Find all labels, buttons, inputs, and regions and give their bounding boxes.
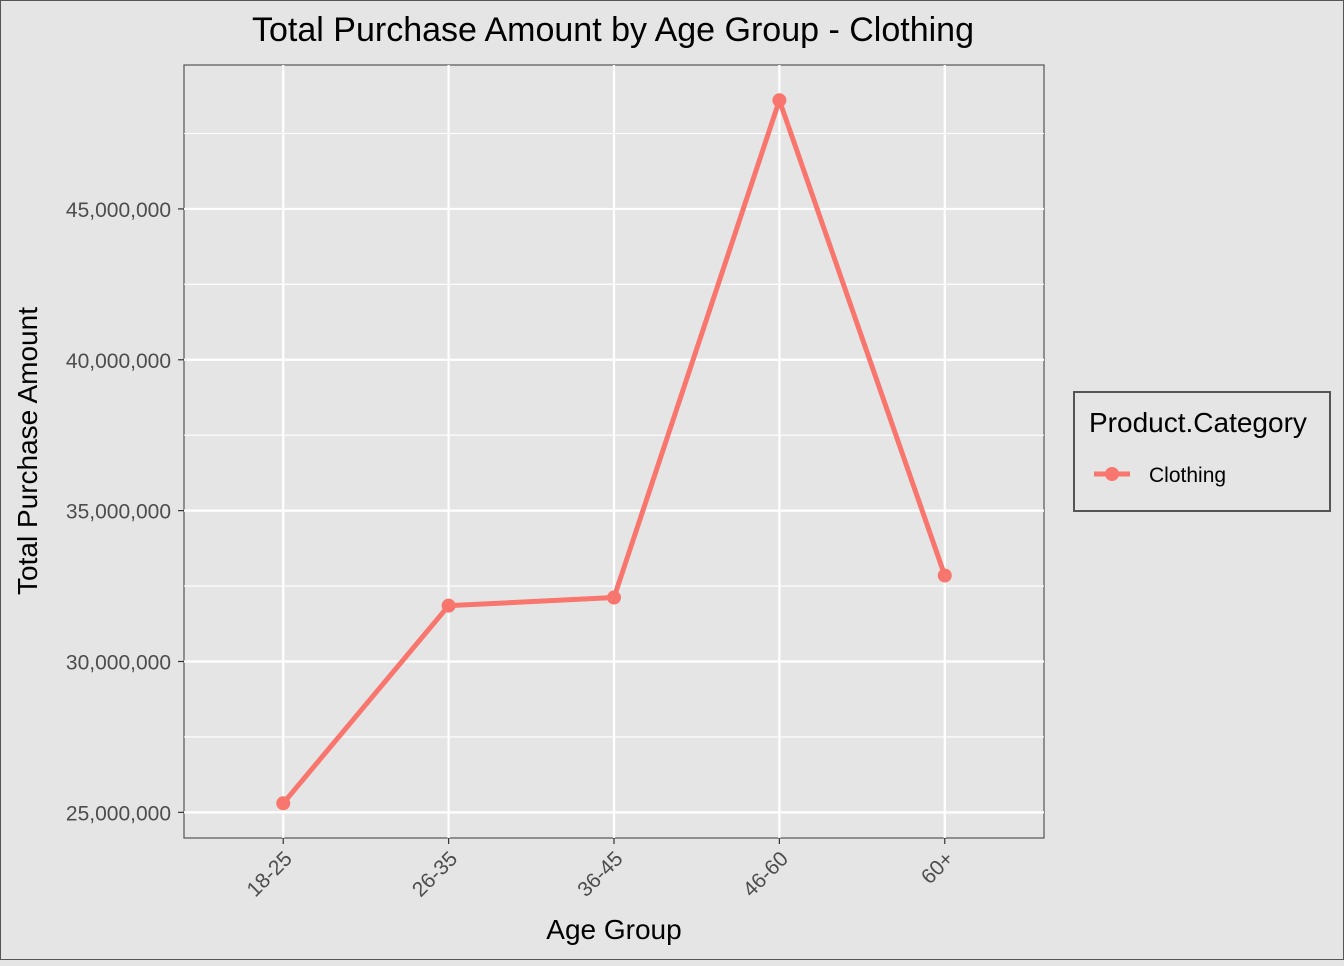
legend-key-marker <box>1105 467 1119 481</box>
data-point <box>937 568 952 583</box>
legend-title: Product.Category <box>1089 407 1307 438</box>
y-tick-label: 35,000,000 <box>66 501 171 524</box>
y-tick-label: 25,000,000 <box>66 802 171 825</box>
x-tick-label: 18-25 <box>243 847 297 901</box>
series-layer <box>276 93 952 811</box>
grid-major-lines <box>184 65 1044 838</box>
x-axis-ticks: 18-25 26-35 36-45 46-60 60+ <box>243 838 958 902</box>
x-tick-label: 26-35 <box>408 847 462 901</box>
x-axis-title: Age Group <box>546 914 681 945</box>
legend-box <box>1073 391 1331 512</box>
legend-label-clothing: Clothing <box>1149 464 1226 487</box>
x-tick-label: 46-60 <box>739 847 793 901</box>
y-axis-title: Total Purchase Amount <box>12 307 43 595</box>
x-tick-label: 36-45 <box>573 847 627 901</box>
y-tick-label: 30,000,000 <box>66 651 171 674</box>
y-tick-label: 40,000,000 <box>66 350 171 373</box>
y-tick-label: 45,000,000 <box>66 199 171 222</box>
data-point <box>441 598 456 613</box>
x-tick-label: 60+ <box>917 847 958 888</box>
chart-title: Total Purchase Amount by Age Group - Clo… <box>252 11 974 49</box>
y-axis-ticks: 25,000,000 30,000,000 35,000,000 40,000,000… <box>66 199 184 825</box>
data-point <box>607 590 621 605</box>
legend: Product.Category Clothing <box>1073 391 1331 512</box>
data-point <box>772 93 787 108</box>
data-point <box>276 796 291 811</box>
